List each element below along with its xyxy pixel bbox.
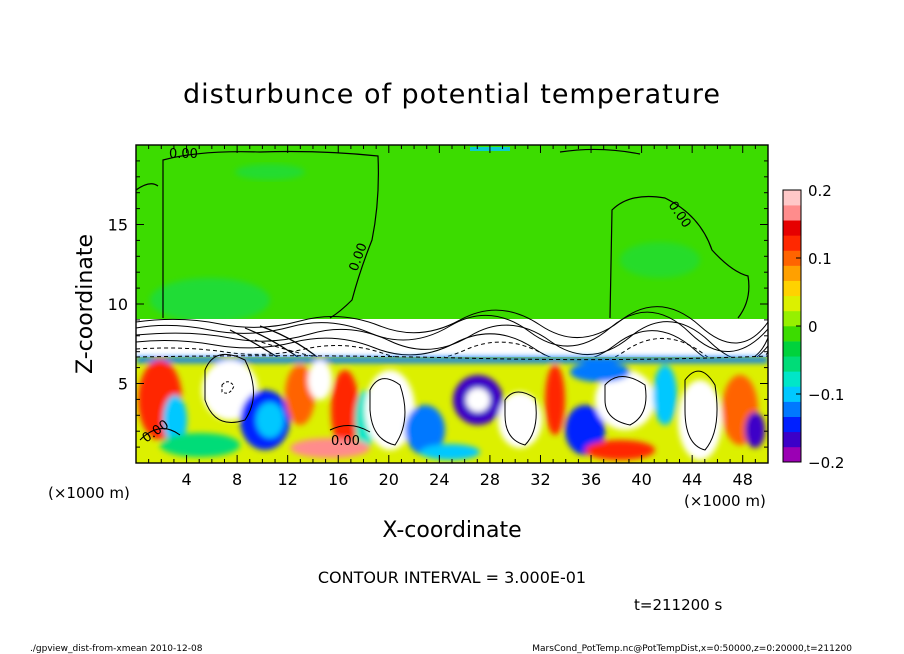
colorbar-segment xyxy=(783,356,801,372)
colorbar-tick-label: −0.1 xyxy=(808,386,844,404)
x-tick-label: 12 xyxy=(278,470,298,489)
x-unit-label-right: (×1000 m) xyxy=(684,492,766,510)
x-tick-label: 44 xyxy=(682,470,702,489)
mixed-layer-contours xyxy=(136,306,768,373)
colorbar-tick-label: 0.2 xyxy=(808,182,832,200)
colorbar-segment xyxy=(783,446,801,463)
colorbar-segment xyxy=(783,341,801,357)
colorbar-ticks: 0.2 0.1 0 −0.1 −0.2 xyxy=(796,182,844,472)
contour-label: 0.00 xyxy=(331,434,360,449)
x-tick-label: 32 xyxy=(530,470,550,489)
plot-area: 0.00 0.00 0.00 0.00 0.00 xyxy=(136,145,768,463)
y-tick-label: 5 xyxy=(118,375,128,394)
colorbar-segment xyxy=(783,265,801,281)
x-unit-label-left: (×1000 m) xyxy=(48,484,130,502)
colorbar xyxy=(783,190,801,463)
x-tick-label: 20 xyxy=(379,470,399,489)
x-tick-label: 36 xyxy=(581,470,601,489)
colorbar-segment xyxy=(783,416,801,433)
y-tick-label: 10 xyxy=(108,295,128,314)
colorbar-tick-label: 0 xyxy=(808,318,818,336)
footer-left: ./gpview_dist-from-xmean 2010-12-08 xyxy=(30,644,203,654)
y-axis-label: Z-coordinate xyxy=(73,234,98,374)
time-label: t=211200 s xyxy=(634,596,722,614)
colorbar-segment xyxy=(783,310,801,327)
colorbar-segment xyxy=(783,326,801,342)
colorbar-segment xyxy=(783,250,801,266)
colorbar-segment xyxy=(783,401,801,417)
colorbar-segment xyxy=(783,386,801,402)
green-patch xyxy=(150,278,270,322)
colorbar-segment xyxy=(783,235,801,251)
lower-layer-contours xyxy=(136,353,768,451)
contour-label: 0.00 xyxy=(169,147,198,162)
x-tick-label: 16 xyxy=(328,470,348,489)
green-patch xyxy=(235,164,305,180)
zero-contours xyxy=(136,148,750,319)
x-axis-label: X-coordinate xyxy=(382,518,521,543)
y-tick-label: 15 xyxy=(108,216,128,235)
x-tick-label: 24 xyxy=(429,470,449,489)
colorbar-segment xyxy=(783,220,801,236)
lower-layer-field xyxy=(136,357,768,460)
x-tick-label: 28 xyxy=(480,470,500,489)
colorbar-segment xyxy=(783,371,801,387)
x-tick-label: 8 xyxy=(232,470,242,489)
colorbar-segment xyxy=(783,280,801,297)
colorbar-segment xyxy=(783,431,801,448)
colorbar-segment xyxy=(783,205,801,221)
colorbar-tick-label: 0.1 xyxy=(808,250,832,268)
colorbar-segment xyxy=(783,190,801,206)
y-axis: 5 10 15 xyxy=(108,160,768,448)
x-tick-label: 40 xyxy=(631,470,651,489)
colorbar-segment xyxy=(783,295,801,312)
x-axis: 4 8 12 16 20 24 28 32 36 40 44 48 xyxy=(148,145,756,489)
chart-title: disturbunce of potential temperature xyxy=(183,79,721,110)
green-patch xyxy=(620,242,700,278)
x-tick-label: 48 xyxy=(733,470,753,489)
contour-interval: CONTOUR INTERVAL = 3.000E-01 xyxy=(318,568,586,587)
colorbar-tick-label: −0.2 xyxy=(808,454,844,472)
footer-right: MarsCond_PotTemp.nc@PotTempDist,x=0:5000… xyxy=(532,644,852,654)
x-tick-label: 4 xyxy=(181,470,191,489)
